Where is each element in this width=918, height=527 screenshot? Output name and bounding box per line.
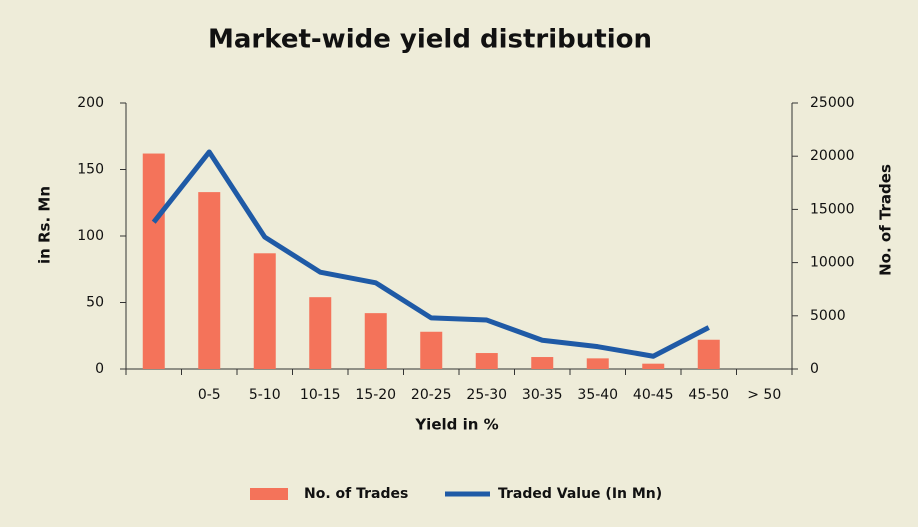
- x-tick-label: 35-40: [577, 387, 618, 403]
- y2-tick-label: 20000: [810, 148, 855, 164]
- chart-title: Market-wide yield distribution: [208, 25, 652, 55]
- y-tick-label: 50: [86, 295, 104, 311]
- y2-tick-label: 5000: [810, 308, 846, 324]
- bar: [198, 192, 221, 369]
- bar: [697, 339, 720, 369]
- x-tick-label: > 50: [747, 387, 781, 403]
- bar: [142, 153, 165, 369]
- x-axis-title: Yield in %: [414, 416, 498, 434]
- bar: [364, 313, 387, 369]
- x-tick-label: 40-45: [633, 387, 674, 403]
- x-tick-label: 30-35: [522, 387, 563, 403]
- bar: [253, 253, 276, 369]
- y-tick-label: 0: [95, 361, 104, 377]
- x-tick-label: 25-30: [466, 387, 507, 403]
- y2-axis-title: No. of Trades: [877, 164, 895, 276]
- y2-tick-label: 25000: [810, 95, 855, 111]
- legend-swatch: [250, 488, 288, 500]
- y-tick-label: 100: [77, 228, 104, 244]
- y-tick-label: 200: [77, 95, 104, 111]
- y2-tick-label: 0: [810, 361, 819, 377]
- bar: [475, 353, 498, 369]
- y2-tick-label: 10000: [810, 255, 855, 271]
- x-tick-label: 5-10: [249, 387, 281, 403]
- x-tick-label: 0-5: [198, 387, 221, 403]
- y-axis-title: in Rs. Mn: [36, 186, 54, 264]
- legend-label: Traded Value (In Mn): [498, 486, 662, 502]
- bar: [420, 331, 443, 369]
- legend-label: No. of Trades: [304, 486, 408, 502]
- y-tick-label: 150: [77, 162, 104, 178]
- x-tick-label: 45-50: [688, 387, 729, 403]
- bar: [586, 358, 609, 369]
- x-tick-label: 20-25: [411, 387, 452, 403]
- x-tick-label: 10-15: [300, 387, 341, 403]
- line: [151, 149, 710, 359]
- y2-tick-label: 15000: [810, 201, 855, 217]
- bar: [642, 363, 665, 369]
- bar: [309, 297, 332, 369]
- bar: [531, 357, 554, 369]
- x-tick-label: 15-20: [355, 387, 396, 403]
